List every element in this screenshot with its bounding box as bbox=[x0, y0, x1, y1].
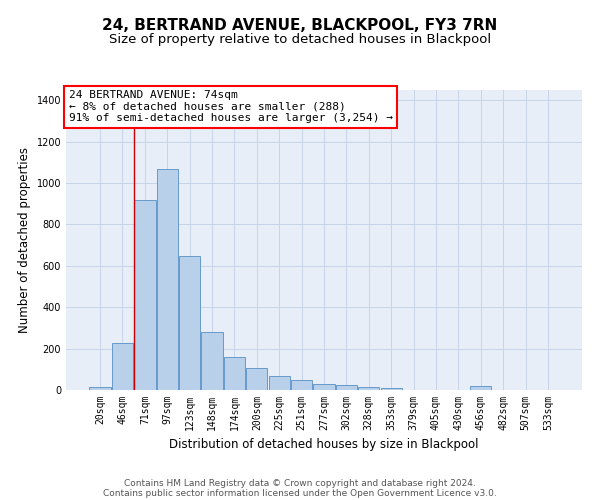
Bar bbox=[224, 357, 245, 390]
Text: Contains public sector information licensed under the Open Government Licence v3: Contains public sector information licen… bbox=[103, 488, 497, 498]
Text: Size of property relative to detached houses in Blackpool: Size of property relative to detached ho… bbox=[109, 32, 491, 46]
Text: 24 BERTRAND AVENUE: 74sqm
← 8% of detached houses are smaller (288)
91% of semi-: 24 BERTRAND AVENUE: 74sqm ← 8% of detach… bbox=[68, 90, 392, 123]
Bar bbox=[157, 168, 178, 390]
X-axis label: Distribution of detached houses by size in Blackpool: Distribution of detached houses by size … bbox=[169, 438, 479, 452]
Bar bbox=[134, 200, 155, 390]
Text: 24, BERTRAND AVENUE, BLACKPOOL, FY3 7RN: 24, BERTRAND AVENUE, BLACKPOOL, FY3 7RN bbox=[103, 18, 497, 32]
Bar bbox=[112, 344, 133, 390]
Bar bbox=[380, 388, 402, 390]
Bar bbox=[269, 376, 290, 390]
Bar bbox=[291, 380, 312, 390]
Bar bbox=[470, 386, 491, 390]
Bar bbox=[358, 387, 379, 390]
Bar bbox=[179, 256, 200, 390]
Y-axis label: Number of detached properties: Number of detached properties bbox=[18, 147, 31, 333]
Bar bbox=[202, 332, 223, 390]
Bar bbox=[246, 368, 268, 390]
Bar bbox=[336, 385, 357, 390]
Bar bbox=[89, 387, 111, 390]
Bar bbox=[313, 384, 335, 390]
Text: Contains HM Land Registry data © Crown copyright and database right 2024.: Contains HM Land Registry data © Crown c… bbox=[124, 478, 476, 488]
